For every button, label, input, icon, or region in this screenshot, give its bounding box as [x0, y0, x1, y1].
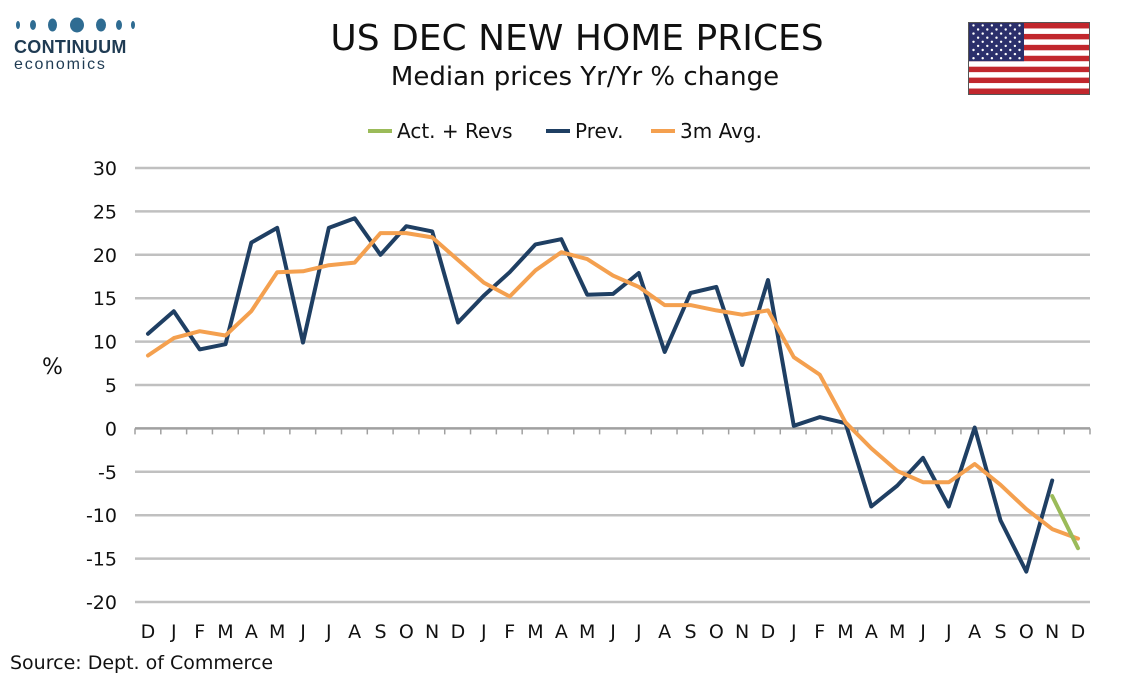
y-tick-labels: 30 25 20 15 10 5 0 -5 -10 -15 -20 — [86, 158, 117, 614]
x-tick-label: D — [451, 621, 466, 643]
x-tick-label: J — [170, 621, 177, 643]
x-tick-label: J — [635, 621, 642, 643]
legend: Act. + Revs Prev. 3m Avg. — [368, 119, 762, 143]
x-tick-label: O — [709, 621, 724, 643]
logo-subtitle: economics — [14, 56, 107, 73]
x-tick-label: D — [761, 621, 776, 643]
x-tick-label: D — [1071, 621, 1086, 643]
y-tick-label: -15 — [86, 549, 117, 571]
series — [146, 216, 1080, 574]
x-tick-label: M — [217, 621, 233, 643]
chart-subtitle: Median prices Yr/Yr % change — [390, 62, 780, 92]
x-tick-label: A — [245, 621, 258, 643]
series-line-act-revs — [1050, 494, 1080, 551]
y-axis-label: % — [42, 355, 63, 380]
x-tick-label: M — [527, 621, 543, 643]
x-tick-label: A — [555, 621, 568, 643]
y-tick-label: -5 — [98, 462, 117, 484]
x-tick-label: F — [194, 621, 205, 643]
y-tick-label: 30 — [93, 158, 117, 180]
legend-label: Prev. — [575, 119, 623, 143]
source-note: Source: Dept. of Commerce — [10, 652, 274, 674]
x-tick-label: J — [609, 621, 616, 643]
y-tick-label: 5 — [105, 375, 117, 397]
x-tick-label: A — [865, 621, 878, 643]
x-tick-label: A — [348, 621, 361, 643]
us-flag-icon — [968, 22, 1090, 95]
x-tick-label: M — [269, 621, 285, 643]
x-tick-label: J — [325, 621, 332, 643]
x-tick-label: N — [425, 621, 439, 643]
logo: CONTINUUM economics — [14, 14, 144, 74]
x-tick-label: N — [1045, 621, 1059, 643]
x-tick-label: J — [790, 621, 797, 643]
legend-label: Act. + Revs — [397, 119, 513, 143]
x-tick-label: F — [504, 621, 515, 643]
x-tick-label: S — [684, 621, 696, 643]
x-tick-label: S — [994, 621, 1006, 643]
y-tick-label: -20 — [86, 592, 117, 614]
x-tick-label: M — [837, 621, 853, 643]
x-tick-label: M — [889, 621, 905, 643]
series-line-3m-avg — [146, 231, 1080, 541]
x-tick-label: J — [299, 621, 306, 643]
x-tick-label: O — [1019, 621, 1034, 643]
x-tick-label: A — [968, 621, 981, 643]
x-tick-label: J — [945, 621, 952, 643]
y-tick-label: 20 — [93, 245, 117, 267]
x-tick-label: D — [141, 621, 156, 643]
y-tick-label: 15 — [93, 288, 117, 310]
x-tick-label: O — [399, 621, 414, 643]
x-tick-label: A — [658, 621, 671, 643]
x-tick-label: J — [919, 621, 926, 643]
x-tick-label: M — [579, 621, 595, 643]
x-tick-label: J — [480, 621, 487, 643]
y-tick-label: -10 — [86, 505, 117, 527]
logo-name: CONTINUUM — [14, 37, 127, 57]
x-tick-label: S — [374, 621, 386, 643]
y-tick-label: 25 — [93, 201, 117, 223]
series-line-prev — [146, 216, 1055, 574]
y-tick-label: 10 — [93, 332, 117, 354]
logo-dots-icon — [14, 14, 144, 36]
grid — [134, 166, 1091, 604]
x-tick-label: N — [735, 621, 749, 643]
y-tick-label: 0 — [105, 418, 117, 440]
x-tick-label: F — [814, 621, 825, 643]
legend-label: 3m Avg. — [680, 119, 762, 143]
chart-title: US DEC NEW HOME PRICES — [330, 18, 824, 59]
